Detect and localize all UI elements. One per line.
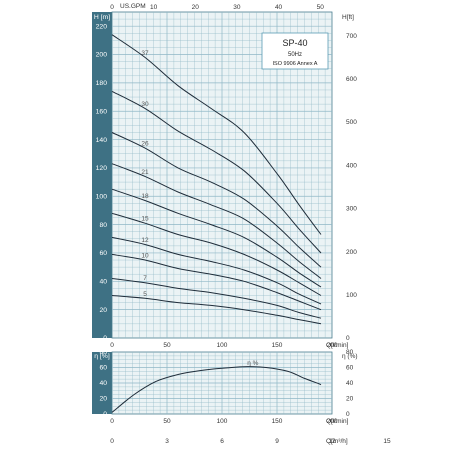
eff-axis-label-left: η [%]	[94, 353, 110, 360]
eff-left-tick-label: 40	[99, 380, 107, 387]
head-axis-label-m: H [m]	[94, 14, 110, 21]
flow-m3h-tick-label: 12	[328, 438, 336, 445]
flow-m3h-tick-label: 6	[220, 438, 224, 445]
curve-label-5: 5	[143, 291, 147, 298]
flow-gpm-tick-label: 20	[192, 4, 200, 11]
flow-lmin-tick-label: 0	[110, 342, 114, 349]
eff-left-tick-label: 20	[99, 396, 107, 403]
head-m-tick-label: 120	[96, 165, 108, 172]
flow-lmin-tick-label-lower: 50	[163, 418, 171, 425]
flow-lmin-tick-label-lower: 150	[272, 418, 283, 425]
head-m-tick-label: 140	[96, 137, 108, 144]
flow-axis-label-lmin: Q[l/min]	[326, 342, 349, 349]
head-curve-5	[111, 295, 322, 325]
flow-lmin-tick-label: 200	[327, 342, 338, 349]
curve-label-30: 30	[141, 101, 149, 108]
head-curves: 37 30 26 21 18 15 12 10 7 5	[111, 34, 322, 325]
head-grid	[112, 12, 332, 338]
flow-m3h-tick-label: 0	[110, 438, 114, 445]
head-curve-12	[111, 236, 322, 305]
head-m-tick-label: 100	[96, 193, 108, 200]
curve-label-21: 21	[141, 169, 149, 176]
flow-lmin-tick-label-lower: 0	[110, 418, 114, 425]
head-m-tick-label: 20	[99, 307, 107, 314]
flow-lmin-tick-label: 150	[272, 342, 283, 349]
head-curve-30	[111, 90, 322, 254]
flow-gpm-tick-label: 40	[275, 4, 283, 11]
legend-box	[261, 32, 329, 70]
efficiency-grid	[112, 352, 332, 414]
efficiency-curves: η %	[111, 360, 322, 413]
head-curve-7	[111, 278, 322, 319]
head-m-tick-label: 0	[103, 335, 107, 342]
eff-left-tick-label: 60	[99, 365, 107, 372]
flow-lmin-tick-label: 100	[217, 342, 228, 349]
eff-left-tick-label: 0	[103, 411, 107, 418]
flow-m3h-tick-label: 9	[275, 438, 279, 445]
head-m-tick-label: 40	[99, 279, 107, 286]
head-ft-tick-label: 400	[346, 162, 357, 169]
head-ft-tick-label: 0	[346, 335, 350, 342]
flow-axis-label-lmin-lower: Q[l/min]	[326, 418, 349, 425]
head-m-tick-label: 200	[96, 52, 108, 59]
eff-right-tick-label: 0	[346, 411, 350, 418]
head-m-tick-label: 60	[99, 250, 107, 257]
flow-lmin-tick-label-lower: 100	[217, 418, 228, 425]
curve-label-7: 7	[143, 275, 147, 282]
head-ft-tick-label: 500	[346, 119, 357, 126]
efficiency-axis-sidebar	[92, 352, 112, 414]
chart-subtitle: 50Hz	[288, 52, 302, 58]
head-ft-tick-label: 700	[346, 33, 357, 40]
axis-ticks: 0204060801001201401601802002200100200300…	[96, 4, 391, 445]
head-m-tick-label: 80	[99, 222, 107, 229]
head-curve-21	[111, 163, 322, 279]
head-curve-18	[111, 188, 322, 288]
chart-title: SP-40	[282, 38, 307, 48]
head-curve-26	[111, 132, 322, 268]
head-ft-tick-label: 100	[346, 292, 357, 299]
head-m-tick-label: 160	[96, 108, 108, 115]
eff-axis-label-right: η (%)	[342, 353, 358, 360]
head-m-tick-label: 180	[96, 80, 108, 87]
eff-right-tick-label: 60	[346, 365, 354, 372]
head-curve-10	[111, 253, 322, 311]
curve-label-15: 15	[141, 216, 149, 223]
flow-m3h-tick-label: 3	[165, 438, 169, 445]
flow-gpm-tick-label: 30	[233, 4, 241, 11]
curve-label-26: 26	[141, 141, 149, 148]
head-ft-tick-label: 300	[346, 206, 357, 213]
curve-label-37: 37	[141, 50, 149, 57]
head-axis-sidebar	[92, 12, 112, 338]
head-axis-label-ft: H[ft]	[342, 14, 354, 21]
flow-gpm-tick-label: 50	[317, 4, 325, 11]
chart-note: ISO 9906 Annex A	[273, 61, 318, 67]
flow-lmin-tick-label-lower: 200	[327, 418, 338, 425]
eff-right-tick-label: 80	[346, 349, 354, 356]
efficiency-curve-label: η %	[247, 360, 258, 367]
flow-m3h-tick-label: 15	[383, 438, 391, 445]
head-ft-tick-label: 200	[346, 249, 357, 256]
flow-gpm-tick-label: 10	[150, 4, 158, 11]
curve-label-12: 12	[141, 237, 149, 244]
flow-axis-label-m3h: Q[m³/h]	[326, 438, 348, 445]
efficiency-curve	[111, 366, 322, 413]
head-curve-15	[111, 212, 322, 296]
curve-label-18: 18	[141, 193, 149, 200]
head-ft-tick-label: 600	[346, 76, 357, 83]
flow-gpm-tick-label: 0	[110, 4, 114, 11]
eff-right-tick-label: 40	[346, 380, 354, 387]
curve-label-10: 10	[141, 253, 149, 260]
eff-right-tick-label: 20	[346, 396, 354, 403]
top-axis-label-gpm: US.GPM	[120, 3, 146, 10]
head-curve-37	[111, 34, 322, 235]
eff-left-tick-label: 80	[99, 349, 107, 356]
head-m-tick-label: 220	[96, 23, 108, 30]
flow-lmin-tick-label: 50	[163, 342, 171, 349]
